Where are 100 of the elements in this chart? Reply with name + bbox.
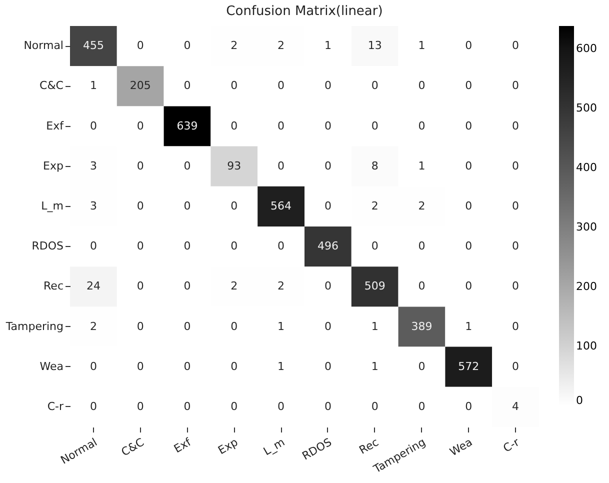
- color-bar-label: 100: [576, 340, 597, 353]
- data-label: 0: [230, 360, 238, 373]
- y-tick-label: Rec: [44, 280, 64, 293]
- data-label: 1: [278, 320, 285, 333]
- data-label: 4: [512, 400, 520, 413]
- data-label: 0: [324, 320, 332, 333]
- data-label: 0: [324, 119, 332, 132]
- data-label: 0: [371, 119, 378, 132]
- data-label: 1: [418, 159, 426, 172]
- y-tick-label: L_m: [41, 199, 64, 212]
- data-label: 13: [368, 39, 382, 52]
- data-label: 93: [227, 159, 242, 172]
- data-label: 389: [411, 320, 432, 333]
- data-label: 0: [324, 79, 332, 92]
- data-label: 0: [136, 360, 144, 373]
- data-label: 1: [278, 360, 285, 373]
- y-tick-label: Exp: [43, 159, 64, 172]
- data-label: 0: [136, 39, 144, 52]
- data-label: 0: [136, 240, 144, 253]
- data-label: 0: [418, 119, 426, 132]
- color-bar-label: 600: [576, 42, 597, 56]
- data-label: 0: [512, 320, 520, 333]
- y-tick-label: C&C: [40, 79, 64, 92]
- data-label: 0: [184, 240, 191, 253]
- data-label: 0: [512, 240, 520, 253]
- data-label: 24: [86, 280, 100, 293]
- data-label: 0: [418, 240, 426, 253]
- x-tick-label: C&C: [119, 435, 147, 459]
- data-label: 0: [465, 280, 472, 293]
- data-label: 0: [278, 159, 285, 172]
- data-label: 0: [465, 159, 472, 172]
- color-bar-label: 200: [576, 280, 597, 294]
- data-label: 0: [324, 280, 332, 293]
- color-bar-label: 300: [576, 220, 597, 234]
- data-label: 205: [130, 79, 151, 92]
- data-label: 0: [230, 199, 238, 212]
- data-label: 0: [465, 199, 472, 212]
- data-label: 0: [512, 119, 520, 132]
- data-label: 1: [418, 39, 426, 52]
- data-label: 0: [465, 400, 472, 413]
- data-label: 564: [270, 199, 292, 212]
- x-tick-label: Exp: [216, 436, 240, 458]
- data-label: 0: [184, 199, 191, 212]
- data-label: 0: [184, 280, 191, 293]
- data-label: 0: [512, 39, 520, 52]
- data-label: 0: [230, 400, 238, 413]
- data-label: 0: [136, 119, 144, 132]
- data-label: 0: [184, 39, 191, 52]
- data-label: 0: [418, 400, 426, 413]
- data-label: 3: [90, 199, 97, 212]
- data-label: 0: [136, 199, 144, 212]
- data-label: 572: [458, 360, 480, 373]
- y-tick-label: C-r: [47, 400, 64, 413]
- data-label: 2: [278, 39, 285, 52]
- data-label: 455: [82, 39, 104, 52]
- data-label: 0: [136, 400, 144, 413]
- data-label: 1: [371, 360, 378, 373]
- x-tick-label: C-r: [501, 435, 522, 455]
- data-label: 0: [230, 320, 238, 333]
- color-bar-label: 500: [576, 102, 597, 115]
- color-bar-label: 0: [576, 394, 583, 407]
- data-label: 1: [465, 320, 472, 333]
- data-label: 0: [371, 240, 378, 253]
- color-bar-label: 400: [576, 161, 597, 174]
- data-label: 1: [371, 320, 378, 333]
- data-label: 2: [371, 199, 378, 212]
- data-label: 3: [90, 159, 97, 172]
- data-label: 0: [136, 320, 144, 333]
- y-tick-label: Normal: [24, 39, 64, 52]
- data-label: 2: [230, 280, 238, 293]
- data-label: 0: [465, 79, 472, 92]
- y-tick-label: Exf: [46, 119, 65, 132]
- x-tick-label: Wea: [448, 436, 475, 459]
- y-tick-label: RDOS: [32, 240, 64, 253]
- data-label: 0: [184, 159, 191, 172]
- data-label: 0: [184, 79, 191, 92]
- data-label: 0: [418, 79, 426, 92]
- data-label: 0: [278, 240, 285, 253]
- data-label: 0: [324, 199, 332, 212]
- data-label: 0: [418, 280, 426, 293]
- data-label: 0: [230, 119, 238, 132]
- chart-title: Confusion Matrix(linear): [226, 4, 383, 19]
- data-label: 0: [418, 360, 426, 373]
- data-label: 0: [465, 39, 472, 52]
- data-label: 639: [176, 119, 198, 132]
- data-label: 0: [90, 360, 97, 373]
- data-label: 0: [324, 400, 332, 413]
- data-label: 0: [371, 79, 378, 92]
- data-label: 1: [90, 79, 97, 92]
- data-label: 0: [184, 400, 191, 413]
- data-label: 0: [136, 159, 144, 172]
- data-label: 0: [512, 159, 520, 172]
- data-label: 0: [184, 360, 191, 373]
- data-label: 0: [230, 79, 238, 92]
- data-label: 1: [324, 39, 332, 52]
- data-label: 0: [324, 159, 332, 172]
- data-label: 0: [230, 240, 238, 253]
- data-label: 0: [465, 240, 472, 253]
- data-label: 0: [90, 400, 97, 413]
- data-label: 2: [418, 199, 426, 212]
